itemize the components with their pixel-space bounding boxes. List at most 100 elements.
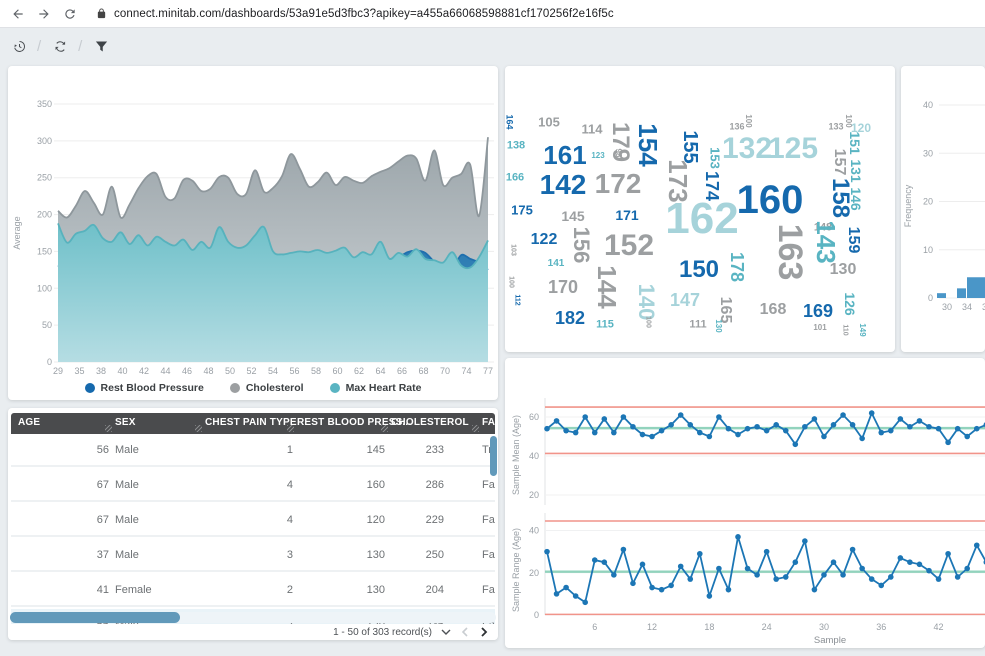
cloud-word-101[interactable]: 101 (813, 323, 827, 332)
cloud-word-100[interactable]: 100 (507, 276, 515, 288)
legend-dot-blue (84, 383, 95, 393)
cloud-word-140[interactable]: 140 (634, 283, 659, 321)
cloud-word-105[interactable]: 105 (538, 114, 560, 130)
column-header-2[interactable]: CHEST PAIN TYPE (205, 417, 297, 428)
prev-page-icon[interactable] (460, 627, 470, 637)
table-row-2[interactable]: 67 Male 4 120 229 Fa (11, 504, 495, 537)
cloud-word-138[interactable]: 138 (506, 139, 526, 152)
cloud-word-149[interactable]: 149 (858, 323, 867, 337)
cloud-word-158[interactable]: 158 (827, 177, 854, 219)
cloud-word-114[interactable]: 114 (581, 121, 603, 137)
cloud-word-122[interactable]: 122 (530, 231, 558, 248)
cloud-word-178[interactable]: 178 (727, 251, 747, 283)
x-tick-label: 18 (704, 622, 714, 632)
cloud-word-161[interactable]: 161 (543, 140, 587, 170)
cloud-word-144[interactable]: 144 (592, 265, 622, 309)
cloud-word-123[interactable]: 123 (591, 151, 605, 160)
legend-label: Cholesterol (245, 382, 304, 394)
cloud-word-153[interactable]: 153 (707, 147, 723, 169)
page-size-dropdown-icon[interactable] (441, 627, 451, 637)
cloud-word-141[interactable]: 141 (547, 258, 565, 269)
cloud-word-100[interactable]: 100 (644, 316, 652, 328)
x-tick-label: 6 (592, 622, 597, 632)
cloud-word-112[interactable]: 112 (513, 294, 521, 306)
browser-reload-icon[interactable] (62, 6, 78, 22)
cloud-word-156[interactable]: 156 (569, 226, 594, 264)
x-tick-label: 42 (139, 366, 149, 376)
table-cell: Fa (482, 479, 495, 491)
cloud-word-154[interactable]: 154 (633, 123, 663, 167)
column-header-1[interactable]: SEX (115, 417, 136, 428)
browser-forward-icon[interactable] (36, 6, 52, 22)
cloud-word-133[interactable]: 133 (828, 121, 844, 132)
table-row-0[interactable]: 56 Male 1 145 233 Tr (11, 434, 495, 467)
cloud-word-150[interactable]: 150 (678, 256, 720, 283)
cloud-word-103[interactable]: 103 (509, 244, 517, 256)
x-tick-label: 24 (762, 622, 772, 632)
cloud-word-130[interactable]: 130 (829, 261, 857, 278)
cloud-word-169[interactable]: 169 (802, 301, 834, 321)
horizontal-scrollbar-thumb[interactable] (10, 612, 180, 623)
column-header-0[interactable]: AGE (18, 417, 41, 428)
cloud-word-125[interactable]: 125 (767, 132, 819, 165)
cloud-word-115[interactable]: 115 (596, 318, 614, 331)
cloud-word-130[interactable]: 130 (714, 319, 723, 333)
cloud-word-166[interactable]: 166 (505, 171, 525, 184)
column-resize-handle[interactable] (105, 425, 112, 432)
table-cell: 204 (425, 584, 444, 596)
cloud-word-163[interactable]: 163 (771, 223, 809, 281)
refresh-icon[interactable] (51, 37, 69, 55)
browser-back-icon[interactable] (10, 6, 26, 22)
vertical-scrollbar-thumb[interactable] (490, 436, 497, 476)
legend-item-cholesterol[interactable]: Cholesterol (229, 382, 304, 394)
cloud-word-126[interactable]: 126 (842, 292, 858, 316)
cloud-word-175[interactable]: 175 (511, 202, 533, 218)
cloud-word-143[interactable]: 143 (811, 220, 841, 264)
table-row-4[interactable]: 41 Female 2 130 204 Fa (11, 574, 495, 607)
column-header-4[interactable]: CHOLESTEROL (391, 417, 469, 428)
cloud-word-162[interactable]: 162 (665, 194, 739, 243)
column-resize-handle[interactable] (287, 425, 294, 432)
cloud-word-100[interactable]: 100 (744, 114, 753, 128)
cloud-word-145[interactable]: 145 (561, 208, 585, 224)
cloud-word-132[interactable]: 132 (721, 132, 773, 165)
cloud-word-148[interactable]: 148 (813, 221, 833, 234)
cloud-word-160[interactable]: 160 (736, 178, 804, 222)
history-restore-icon[interactable] (10, 37, 28, 55)
x-tick-label: 58 (311, 366, 321, 376)
cloud-word-164[interactable]: 164 (505, 114, 515, 130)
column-header-3[interactable]: REST BLOOD PRESS... (297, 417, 412, 428)
y-tick-label: 20 (529, 490, 539, 500)
column-resize-handle[interactable] (195, 425, 202, 432)
table-cell: 67 (96, 514, 109, 526)
column-header-5[interactable]: FAS... (482, 417, 498, 428)
cloud-word-151[interactable]: 151 (847, 131, 863, 155)
table-row-1[interactable]: 67 Male 4 160 286 Fa (11, 469, 495, 502)
y-tick-label: 0 (534, 610, 539, 620)
horizontal-scrollbar-track[interactable] (10, 612, 496, 623)
cloud-word-147[interactable]: 147 (669, 290, 701, 310)
address-bar[interactable]: connect.minitab.com/dashboards/53a91e5d3… (114, 7, 614, 20)
cloud-word-157[interactable]: 157 (831, 148, 848, 176)
next-page-icon[interactable] (479, 627, 489, 637)
cloud-word-110[interactable]: 110 (841, 324, 849, 336)
cloud-word-111[interactable]: 111 (689, 318, 707, 331)
cloud-word-168[interactable]: 168 (759, 301, 787, 318)
cloud-word-171[interactable]: 171 (615, 207, 639, 223)
cloud-word-159[interactable]: 159 (845, 226, 862, 254)
cloud-word-120[interactable]: 120 (850, 121, 872, 135)
cloud-word-172[interactable]: 172 (594, 168, 642, 199)
filter-icon[interactable] (92, 37, 110, 55)
cloud-word-152[interactable]: 152 (603, 229, 655, 262)
cloud-word-170[interactable]: 170 (547, 277, 579, 297)
column-resize-handle[interactable] (472, 425, 479, 432)
cloud-word-98[interactable]: 98 (614, 148, 623, 158)
cloud-word-142[interactable]: 142 (539, 169, 587, 200)
cloud-word-136[interactable]: 136 (729, 121, 745, 132)
legend-item-max-heart-rate[interactable]: Max Heart Rate (329, 382, 421, 394)
cloud-word-182[interactable]: 182 (554, 308, 586, 328)
column-resize-handle[interactable] (381, 425, 388, 432)
wordcloud-panel: 164 105 114 179 154 155 153 173 174 136 100 132 125 1… (505, 66, 895, 352)
table-row-3[interactable]: 37 Male 3 130 250 Fa (11, 539, 495, 572)
legend-item-rest-blood-pressure[interactable]: Rest Blood Pressure (84, 382, 204, 394)
